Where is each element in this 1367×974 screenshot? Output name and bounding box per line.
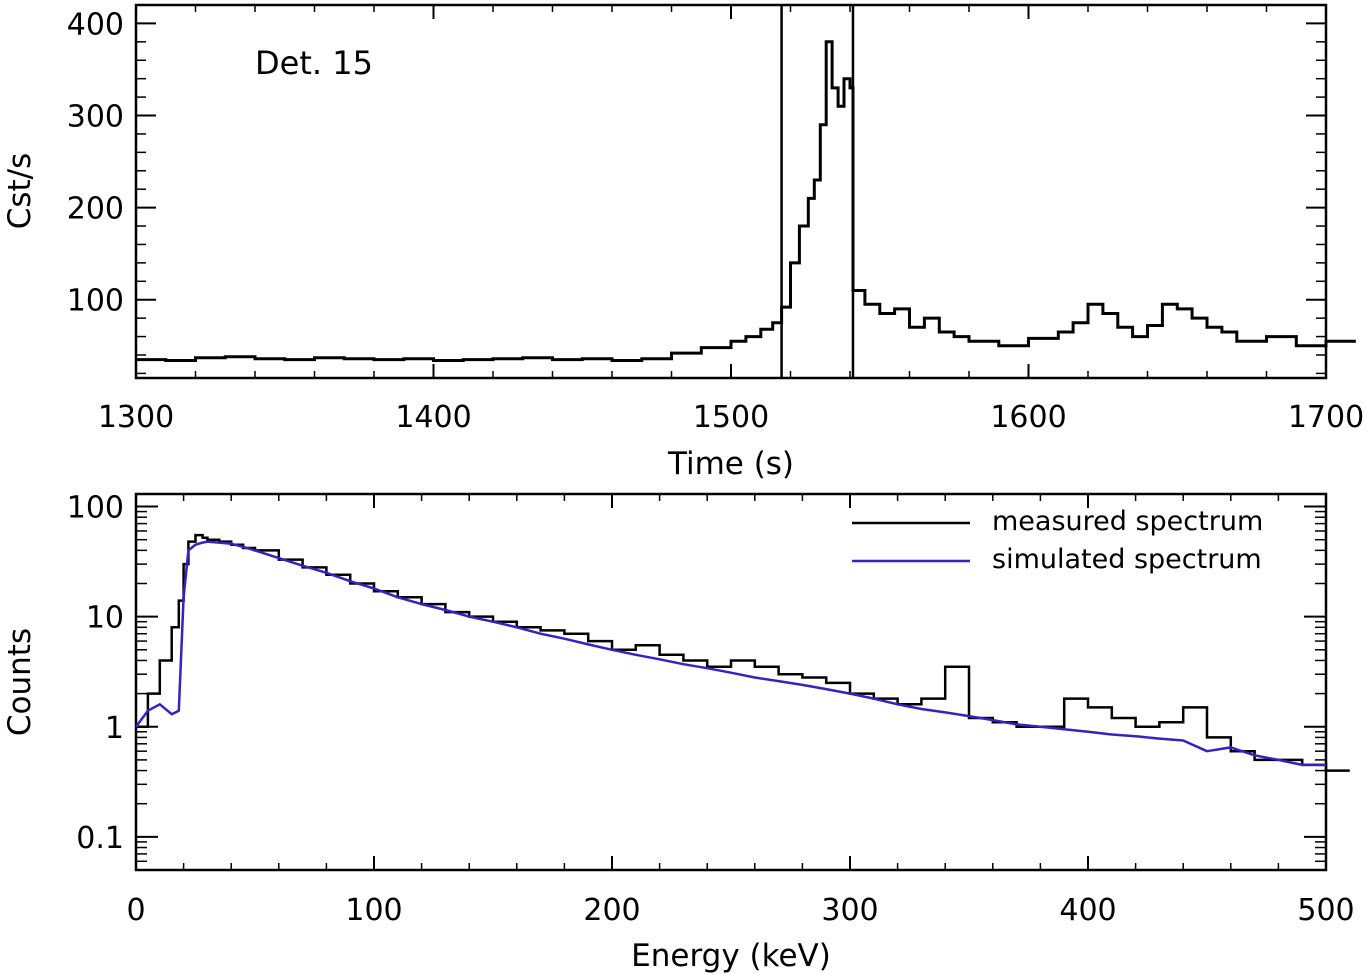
- x-tick-label: 1300: [98, 400, 174, 435]
- x-tick-label: 400: [1059, 893, 1116, 928]
- x-tick-label: 100: [345, 893, 402, 928]
- y-tick-label: 0.1: [76, 821, 124, 856]
- y-tick-label: 200: [67, 192, 124, 227]
- x-tick-label: 200: [583, 893, 640, 928]
- light-curve-ticks: [135, 4, 1327, 378]
- x-tick-label: 1600: [990, 400, 1066, 435]
- y-tick-label: 300: [67, 100, 124, 135]
- legend-label-simulated: simulated spectrum: [992, 544, 1262, 575]
- y-tick-label: 100: [67, 491, 124, 526]
- light-curve-vertical-markers: [780, 5, 855, 378]
- spectrum-plot-frame: [134, 492, 1328, 872]
- spectrum-y-tick-labels: 0.1 1 10 100: [67, 491, 124, 856]
- spectrum-series: [134, 533, 1350, 772]
- legend-label-measured: measured spectrum: [992, 506, 1263, 537]
- x-tick-label: 0: [126, 893, 145, 928]
- light-curve-y-axis-title: Cst/s: [2, 153, 38, 230]
- x-tick-label: 300: [821, 893, 878, 928]
- y-tick-label: 100: [67, 284, 124, 319]
- light-curve-panel: 1300 1400 1500 1600 1700 100 200 300 400 Det. 1…: [2, 3, 1364, 482]
- light-curve-x-tick-labels: 1300 1400 1500 1600 1700: [98, 400, 1364, 435]
- x-tick-label: 1700: [1288, 400, 1364, 435]
- x-tick-label: 500: [1297, 893, 1354, 928]
- spectrum-x-axis-title: Energy (keV): [631, 938, 831, 974]
- simulated-spectrum-line: [134, 540, 1326, 767]
- spectrum-panel: 0 100 200 300 400 500 0.1 1 10 100 measured spec…: [2, 491, 1355, 974]
- spectrum-y-axis-title: Counts: [2, 628, 38, 736]
- measured-spectrum-line: [136, 533, 1350, 772]
- spectrum-x-tick-labels: 0 100 200 300 400 500: [126, 893, 1354, 928]
- spectrum-legend: measured spectrum simulated spectrum: [852, 506, 1263, 575]
- light-curve-line: [136, 40, 1356, 362]
- y-tick-label: 10: [86, 601, 124, 636]
- spectrum-ticks: [135, 494, 1327, 871]
- light-curve-x-axis-title: Time (s): [667, 446, 794, 482]
- y-tick-label: 400: [67, 7, 124, 42]
- detector-annotation: Det. 15: [255, 44, 373, 82]
- x-tick-label: 1500: [693, 400, 769, 435]
- light-curve-series: [136, 40, 1356, 362]
- light-curve-y-tick-labels: 100 200 300 400: [67, 7, 124, 318]
- y-tick-label: 1: [105, 711, 124, 746]
- x-tick-label: 1400: [395, 400, 471, 435]
